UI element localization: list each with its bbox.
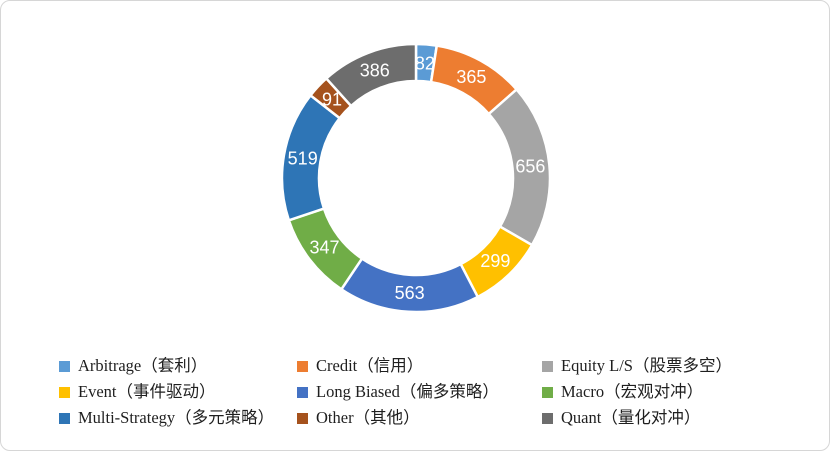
legend-swatch-icon (59, 386, 70, 398)
legend-item-label: Credit（信用） (316, 355, 424, 375)
donut-chart-area: 82 365 656 299 563 347 519 91 386 (1, 1, 829, 341)
legend-item: Other（其他） (297, 407, 542, 427)
legend-item: Credit（信用） (297, 355, 542, 375)
legend-swatch-icon (297, 386, 308, 398)
chart-legend: Arbitrage（套利） Credit（信用） Equity L/S（股票多空… (59, 353, 732, 431)
donut-data-label: 91 (322, 90, 342, 110)
legend-swatch-icon (59, 412, 70, 424)
legend-item-label: Other（其他） (316, 407, 420, 427)
donut-data-labels: 82 365 656 299 563 347 519 91 386 (288, 53, 546, 302)
legend-item-label: Event（事件驱动） (78, 381, 216, 401)
legend-item-label: Long Biased（偏多策略） (316, 381, 499, 401)
legend-swatch-icon (297, 412, 308, 424)
legend-swatch-icon (542, 360, 553, 372)
legend-item: Multi-Strategy（多元策略） (59, 407, 297, 427)
legend-swatch-icon (542, 412, 553, 424)
donut-data-label: 82 (415, 53, 435, 73)
donut-data-label: 656 (515, 157, 545, 177)
legend-item-label: Arbitrage（套利） (78, 355, 208, 375)
legend-item: Quant（量化对冲） (542, 407, 732, 427)
legend-item: Equity L/S（股票多空） (542, 355, 732, 375)
legend-swatch-icon (297, 360, 308, 372)
donut-data-label: 299 (480, 251, 510, 271)
donut-data-label: 347 (309, 238, 339, 258)
legend-item-label: Equity L/S（股票多空） (561, 355, 732, 375)
donut-data-label: 519 (288, 148, 318, 168)
legend-swatch-icon (59, 360, 70, 372)
legend-item: Arbitrage（套利） (59, 355, 297, 375)
legend-item-label: Quant（量化对冲） (561, 407, 701, 427)
donut-chart: 82 365 656 299 563 347 519 91 386 (280, 42, 552, 314)
donut-data-label: 386 (360, 61, 390, 81)
donut-data-label: 563 (395, 283, 425, 303)
legend-item: Event（事件驱动） (59, 381, 297, 401)
donut-data-label: 365 (456, 67, 486, 87)
legend-item-label: Macro（宏观对冲） (561, 381, 704, 401)
legend-item-label: Multi-Strategy（多元策略） (78, 407, 275, 427)
donut-segment (325, 42, 418, 108)
legend-swatch-icon (542, 386, 553, 398)
legend-item: Macro（宏观对冲） (542, 381, 732, 401)
donut-segments (280, 42, 552, 314)
legend-item: Long Biased（偏多策略） (297, 381, 542, 401)
